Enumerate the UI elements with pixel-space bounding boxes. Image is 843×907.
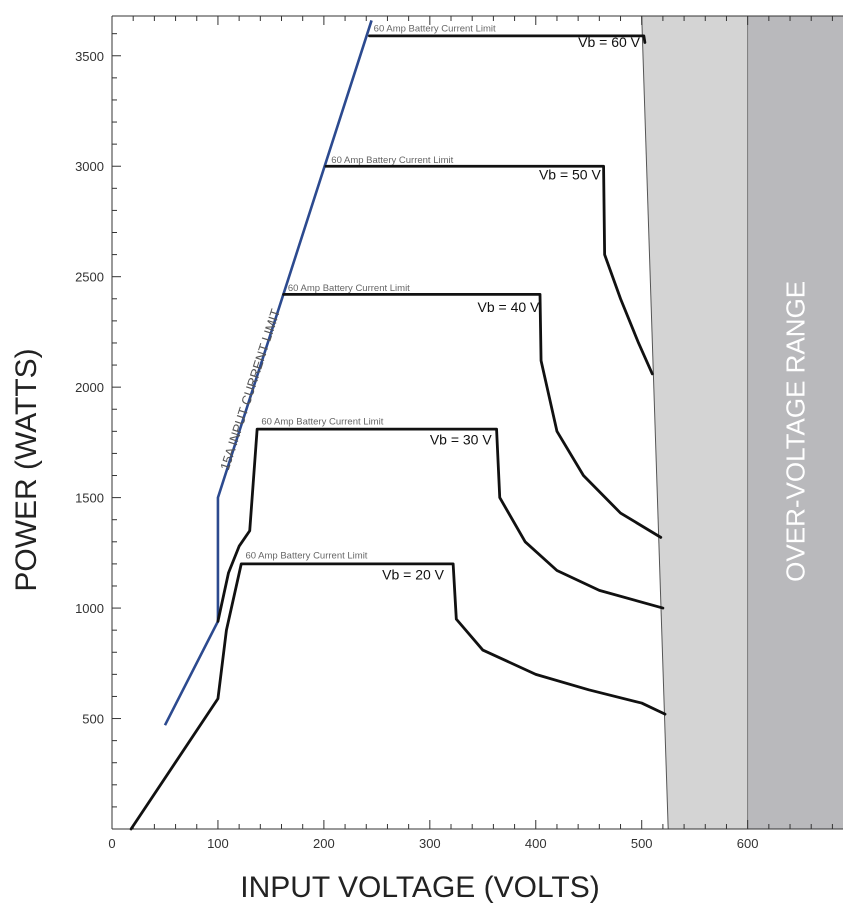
battery-limit-label: 60 Amp Battery Current Limit <box>331 155 453 166</box>
series-label: Vb = 60 V <box>578 34 641 50</box>
series-line-vb-30 <box>216 427 665 623</box>
y-tick-label: 1500 <box>75 491 104 506</box>
series-label: Vb = 50 V <box>539 166 602 182</box>
battery-limit-label: 60 Amp Battery Current Limit <box>288 283 410 294</box>
series-line-vb-50 <box>324 164 654 376</box>
over-voltage-zone-dark <box>747 16 843 829</box>
x-tick-label: 500 <box>631 836 653 851</box>
x-tick-label: 400 <box>525 836 547 851</box>
x-tick-label: 600 <box>737 836 759 851</box>
battery-limit-label: 60 Amp Battery Current Limit <box>374 23 496 34</box>
input-limit-label: 15A INPUT CURRENT LIMIT <box>217 307 283 472</box>
series-line-vb-60 <box>368 34 647 44</box>
data-series <box>129 20 667 831</box>
y-tick-label: 2500 <box>75 270 104 285</box>
y-tick-label: 500 <box>82 712 104 727</box>
x-tick-label: 200 <box>313 836 335 851</box>
battery-limit-label: 60 Amp Battery Current Limit <box>245 550 367 561</box>
x-tick-label: 0 <box>108 836 115 851</box>
y-axis-title: POWER (WATTS) <box>10 348 43 591</box>
series-label: Vb = 20 V <box>382 566 445 582</box>
y-tick-label: 2000 <box>75 380 104 395</box>
battery-limit-label: 60 Amp Battery Current Limit <box>261 417 383 428</box>
y-tick-label: 3500 <box>75 49 104 64</box>
input-current-limit-line <box>163 20 373 726</box>
over-voltage-boundary <box>641 15 669 830</box>
series-line-vb-40 <box>282 292 663 539</box>
series-line-vb-20 <box>129 562 667 831</box>
series-label: Vb = 30 V <box>430 432 493 448</box>
x-tick-label: 300 <box>419 836 441 851</box>
x-axis-title: INPUT VOLTAGE (VOLTS) <box>240 871 600 904</box>
axes: 0 100 200 300 400 500 600 500 1000 1500 2000 2500 30… <box>75 15 843 851</box>
y-tick-label: 1000 <box>75 601 104 616</box>
over-voltage-region <box>641 15 843 830</box>
series-label: Vb = 40 V <box>478 299 541 315</box>
over-voltage-zone-light <box>641 16 748 829</box>
y-tick-label: 3000 <box>75 159 104 174</box>
x-tick-label: 100 <box>207 836 229 851</box>
over-voltage-label: OVER-VOLTAGE RANGE <box>780 281 810 582</box>
